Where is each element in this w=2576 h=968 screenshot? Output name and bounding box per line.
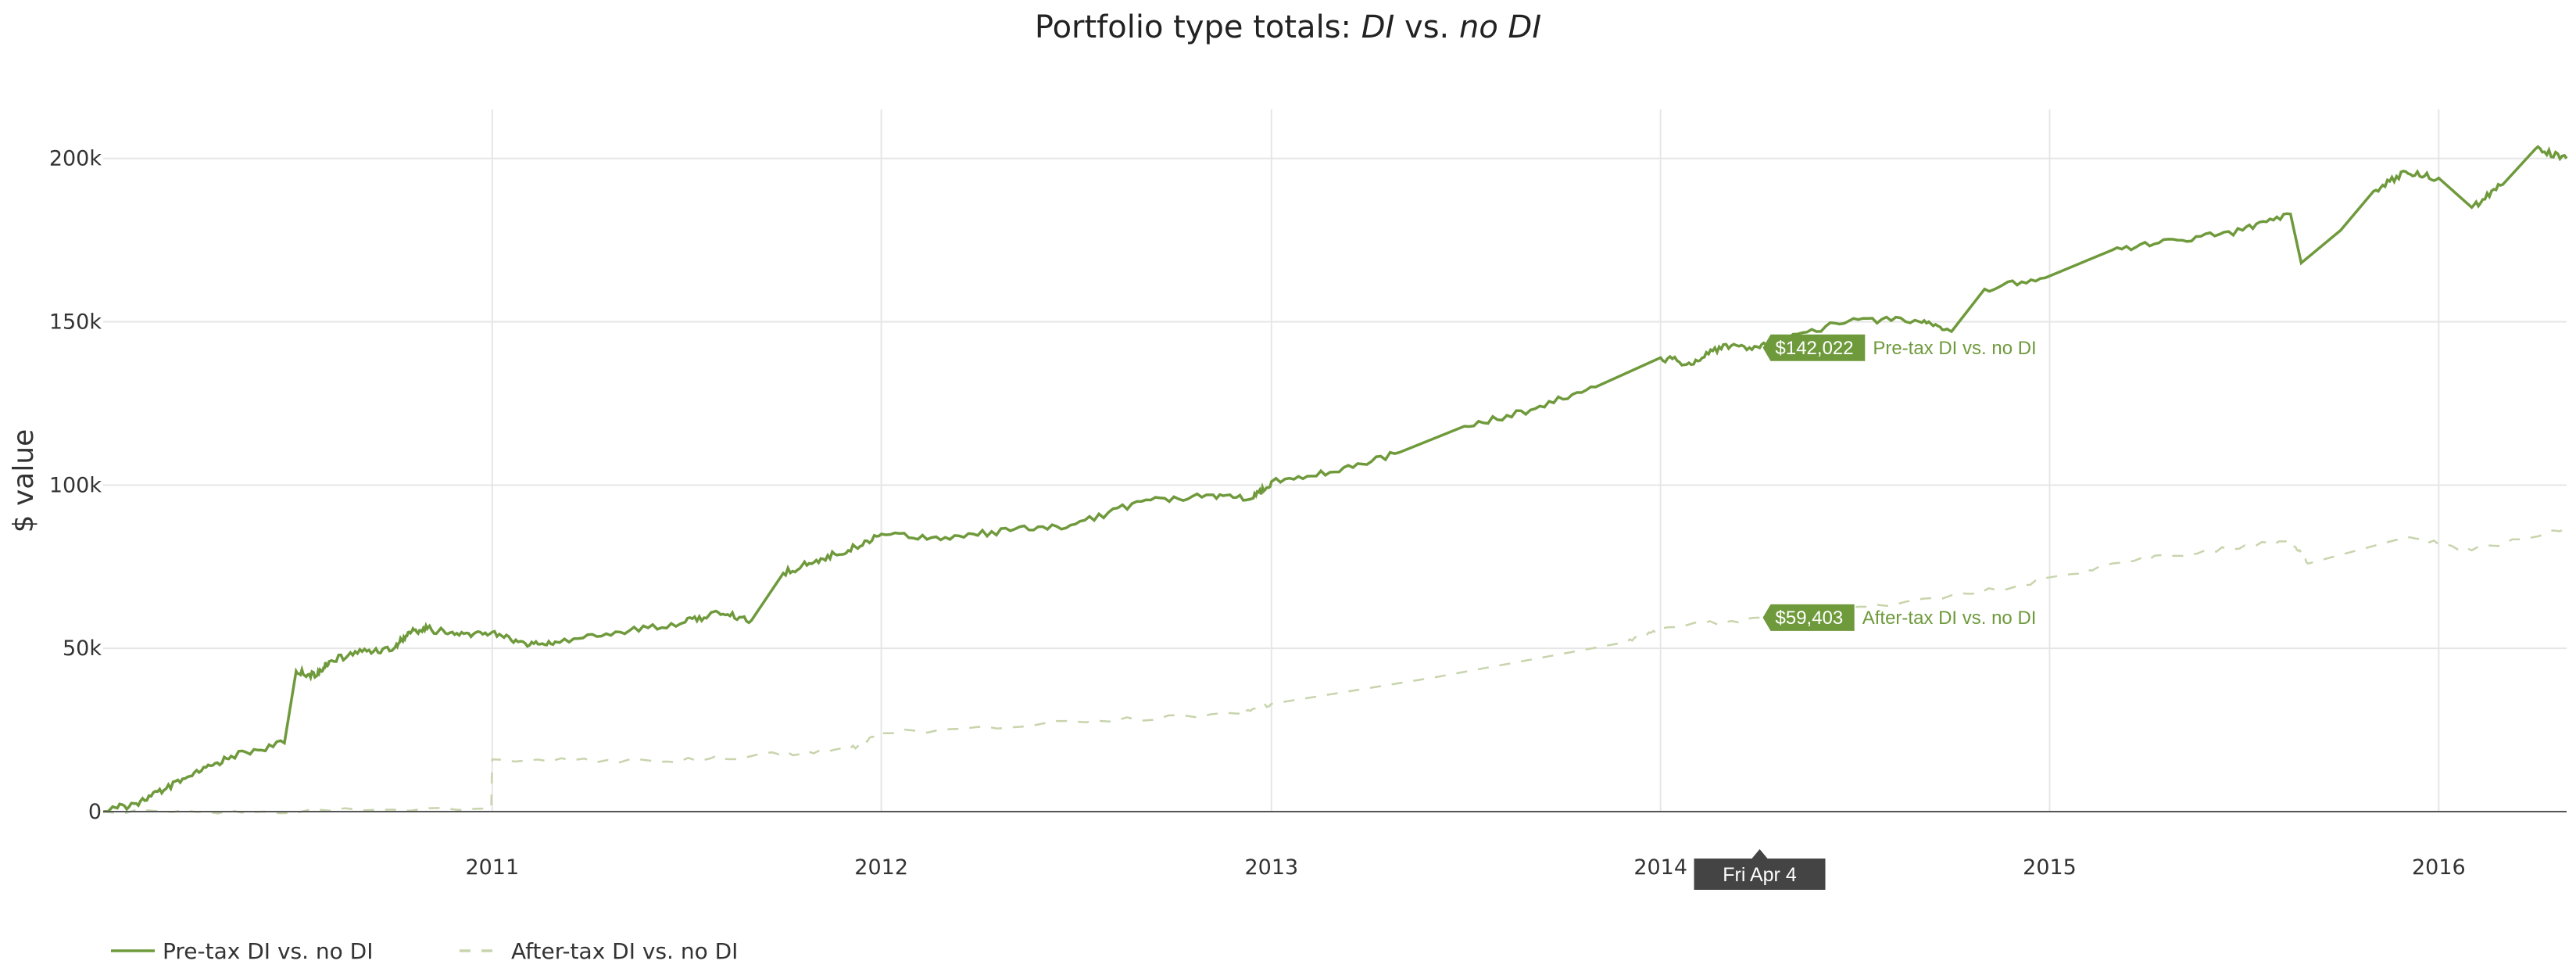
y-tick-label: 150k	[49, 310, 102, 334]
legend-item[interactable]: After-tax DI vs. no DI	[460, 938, 738, 964]
x-tick-label: 2015	[2023, 855, 2077, 880]
date-flag-text: Fri Apr 4	[1723, 864, 1797, 886]
value-flag-series: Pre-tax DI vs. no DI	[1873, 338, 2036, 359]
value-flag-shape	[1762, 334, 1866, 361]
value-flag-text: $142,022	[1776, 338, 1854, 359]
y-tick-label: 100k	[49, 473, 102, 497]
legend-label: Pre-tax DI vs. no DI	[163, 938, 374, 964]
value-flag: $59,403 After-tax DI vs. no DI	[1762, 604, 2037, 631]
legend-label: After-tax DI vs. no DI	[511, 938, 738, 964]
y-tick-label: 200k	[49, 147, 102, 171]
grid-lines	[103, 109, 2567, 812]
value-flag: $142,022 Pre-tax DI vs. no DI	[1762, 334, 2037, 361]
y-tick-label: 0	[88, 800, 102, 824]
aftertax-series-line[interactable]	[102, 526, 2567, 815]
date-flag: Fri Apr 4	[1694, 849, 1826, 890]
legend[interactable]: Pre-tax DI vs. no DI After-tax DI vs. no …	[111, 938, 738, 964]
legend-item[interactable]: Pre-tax DI vs. no DI	[111, 938, 374, 964]
pretax-series-line[interactable]	[102, 145, 2568, 813]
x-tick-label: 2014	[1633, 855, 1687, 880]
axis-ticks: 0 50k 100k 150k 200k 2011 2012 2013 2014 2015 2016	[49, 147, 2466, 880]
value-flag-series: After-tax DI vs. no DI	[1862, 608, 2037, 629]
x-tick-label: 2016	[2412, 855, 2466, 880]
value-flag-shape	[1762, 604, 1855, 631]
y-tick-label: 50k	[63, 636, 102, 661]
chart-title: Portfolio type totals: DI vs. no DI	[1035, 9, 1541, 45]
y-axis-label: $ value	[8, 429, 40, 533]
value-flag-text: $59,403	[1776, 608, 1844, 629]
hover-tooltips: $142,022 Pre-tax DI vs. no DI $59,403 After…	[1694, 334, 2037, 890]
x-tick-label: 2013	[1244, 855, 1298, 880]
x-tick-label: 2012	[854, 855, 908, 880]
date-flag-shape	[1694, 849, 1826, 890]
series-lines[interactable]	[102, 145, 2568, 815]
x-tick-label: 2011	[465, 855, 519, 880]
